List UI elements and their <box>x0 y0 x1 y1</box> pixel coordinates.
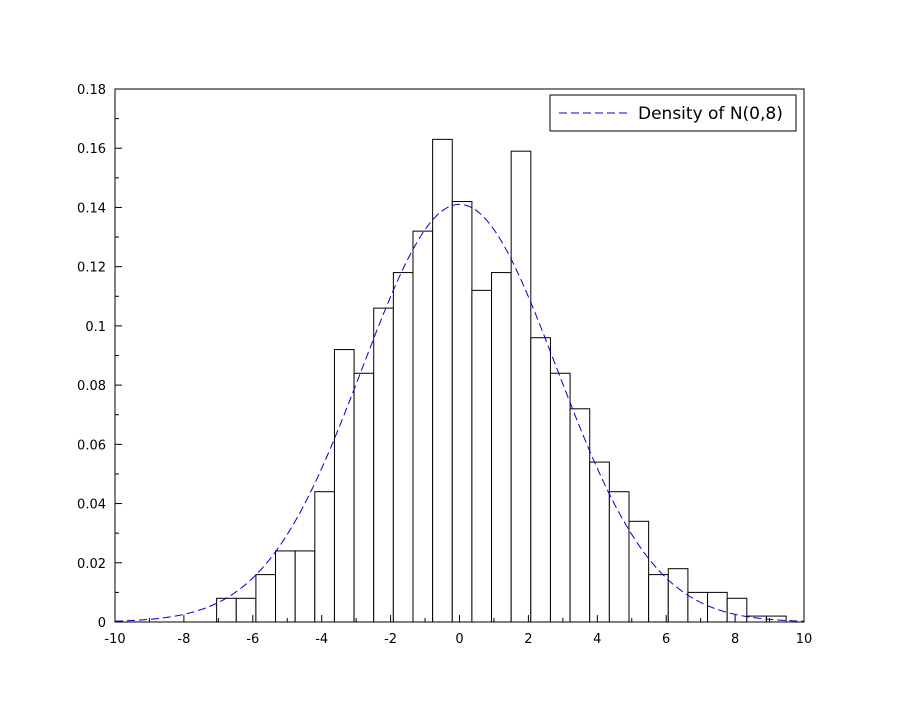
histogram-bar <box>589 461 610 623</box>
bars-layer <box>216 138 787 623</box>
y-tick-label: 0.04 <box>77 498 106 513</box>
histogram-bar <box>471 289 493 623</box>
histogram-bar <box>255 574 277 623</box>
histogram-bar <box>451 201 473 623</box>
legend-box <box>549 94 797 132</box>
y-tick-label: 0.12 <box>77 261 106 276</box>
histogram-bar <box>726 597 748 623</box>
histogram-bar <box>294 550 316 623</box>
density-curve <box>114 203 805 622</box>
y-tick-label: 0.14 <box>77 201 106 216</box>
histogram-bar <box>608 491 630 623</box>
histogram-bar <box>549 372 571 623</box>
y-tick-label: 0.18 <box>77 83 106 98</box>
x-tick-label: 6 <box>662 632 670 647</box>
x-tick-label: -6 <box>246 632 259 647</box>
curve-layer <box>114 203 805 622</box>
histogram-bar <box>392 272 414 623</box>
x-tick-label: 2 <box>524 632 532 647</box>
x-tick-label: 0 <box>455 632 463 647</box>
histogram-bar <box>432 138 453 623</box>
histogram-bar <box>569 408 591 623</box>
y-tick-label: 0.1 <box>85 320 106 335</box>
histogram-bar <box>412 230 434 623</box>
y-tick-label: 0 <box>98 616 106 631</box>
legend-label: Density of N(0,8) <box>638 104 783 124</box>
histogram-bar <box>353 372 375 623</box>
x-tick-label: -4 <box>315 632 328 647</box>
x-tick-label: 10 <box>796 632 813 647</box>
histogram-bar <box>510 150 532 623</box>
histogram-bar <box>216 597 237 623</box>
histogram-bar <box>648 574 669 623</box>
histogram-bar <box>314 491 335 623</box>
x-tick-label: -8 <box>177 632 190 647</box>
x-tick-label: -2 <box>384 632 397 647</box>
histogram-bar <box>333 349 355 623</box>
legend: Density of N(0,8) <box>549 94 797 132</box>
y-tick-label: 0.16 <box>77 142 106 157</box>
histogram-bar <box>491 272 512 623</box>
axes-layer: -10 -8 -6 -4 -2 0 2 4 6 8 10 0 0.02 0.04 0.06 0.08 0.1 0.… <box>77 83 812 647</box>
y-tick-label: 0.06 <box>77 438 106 453</box>
x-tick-label: 8 <box>731 632 739 647</box>
histogram-bar <box>373 307 394 623</box>
histogram-bar <box>667 568 689 623</box>
histogram-bar <box>530 337 551 623</box>
histogram-bar <box>628 520 650 623</box>
histogram-bar <box>275 550 296 623</box>
y-tick-label: 0.08 <box>77 379 106 394</box>
y-tick-label: 0.02 <box>77 557 106 572</box>
x-tick-label: 4 <box>593 632 601 647</box>
histogram-bar <box>746 615 767 623</box>
x-tick-label: -10 <box>104 632 125 647</box>
